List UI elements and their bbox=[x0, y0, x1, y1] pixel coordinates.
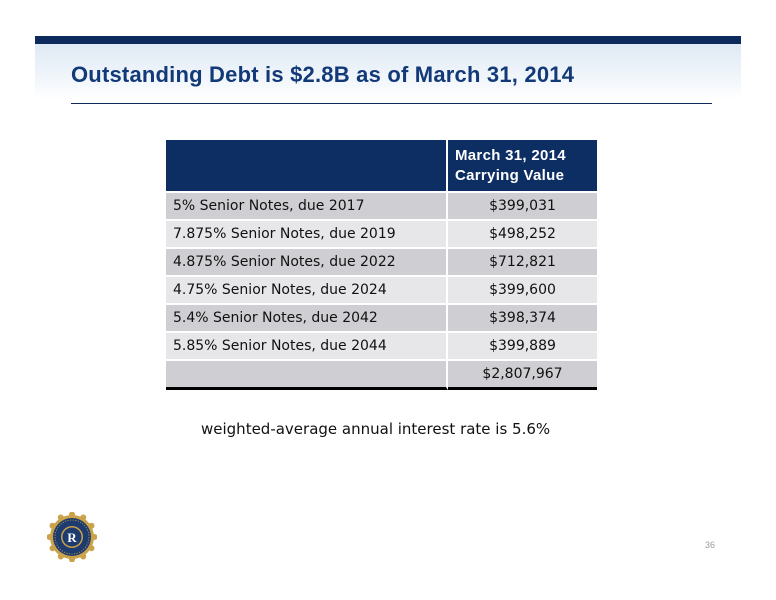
total-row: $2,807,967 bbox=[166, 361, 597, 390]
header-label: Carrying Value bbox=[455, 166, 565, 184]
header-date: March 31, 2014 bbox=[455, 146, 566, 164]
header-blank-cell bbox=[166, 140, 448, 193]
title-divider bbox=[71, 103, 712, 104]
header-background bbox=[35, 44, 741, 100]
note-value: $398,374 bbox=[448, 305, 597, 333]
total-value: $2,807,967 bbox=[448, 361, 597, 390]
table-row: 5.4% Senior Notes, due 2042 $398,374 bbox=[166, 305, 597, 333]
note-value: $399,031 bbox=[448, 193, 597, 221]
company-seal-logo: R bbox=[47, 512, 97, 562]
note-value: $399,600 bbox=[448, 277, 597, 305]
interest-rate-note: weighted-average annual interest rate is… bbox=[201, 420, 551, 438]
top-band bbox=[35, 36, 741, 44]
header-carrying-value: March 31, 2014 Carrying Value bbox=[448, 140, 597, 193]
note-description: 7.875% Senior Notes, due 2019 bbox=[166, 221, 448, 249]
total-blank-cell bbox=[166, 361, 448, 390]
table-row: 4.75% Senior Notes, due 2024 $399,600 bbox=[166, 277, 597, 305]
note-value: $498,252 bbox=[448, 221, 597, 249]
note-description: 5.85% Senior Notes, due 2044 bbox=[166, 333, 448, 361]
note-description: 4.75% Senior Notes, due 2024 bbox=[166, 277, 448, 305]
table-row: 7.875% Senior Notes, due 2019 $498,252 bbox=[166, 221, 597, 249]
debt-table: March 31, 2014 Carrying Value 5% Senior … bbox=[166, 140, 597, 390]
note-value: $399,889 bbox=[448, 333, 597, 361]
note-description: 5% Senior Notes, due 2017 bbox=[166, 193, 448, 221]
table-row: 5.85% Senior Notes, due 2044 $399,889 bbox=[166, 333, 597, 361]
page-number: 36 bbox=[705, 540, 716, 550]
table-row: 4.875% Senior Notes, due 2022 $712,821 bbox=[166, 249, 597, 277]
slide-title: Outstanding Debt is $2.8B as of March 31… bbox=[71, 62, 575, 87]
note-description: 4.875% Senior Notes, due 2022 bbox=[166, 249, 448, 277]
note-value: $712,821 bbox=[448, 249, 597, 277]
table-row: 5% Senior Notes, due 2017 $399,031 bbox=[166, 193, 597, 221]
note-description: 5.4% Senior Notes, due 2042 bbox=[166, 305, 448, 333]
seal-letter: R bbox=[67, 530, 77, 545]
table-header-row: March 31, 2014 Carrying Value bbox=[166, 140, 597, 193]
